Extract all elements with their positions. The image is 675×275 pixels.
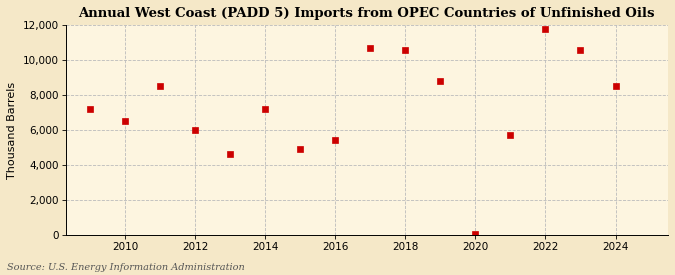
Title: Annual West Coast (PADD 5) Imports from OPEC Countries of Unfinished Oils: Annual West Coast (PADD 5) Imports from … — [78, 7, 655, 20]
Y-axis label: Thousand Barrels: Thousand Barrels — [7, 81, 17, 178]
Text: Source: U.S. Energy Information Administration: Source: U.S. Energy Information Administ… — [7, 263, 244, 272]
